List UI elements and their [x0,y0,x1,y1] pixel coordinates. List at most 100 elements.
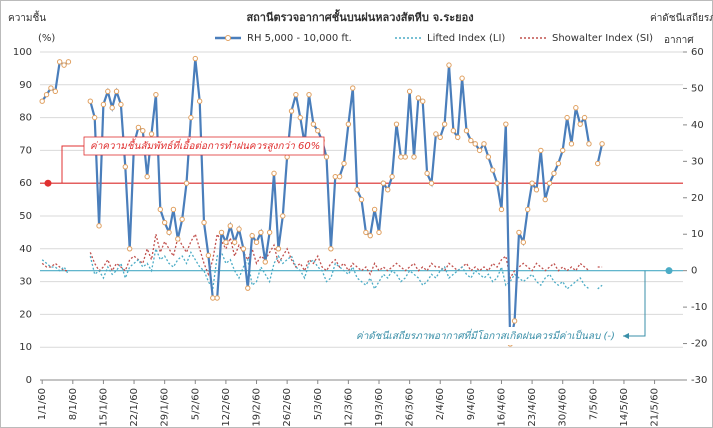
data-point [437,134,443,140]
y-tick-label: 10 [19,342,32,353]
data-point [240,246,247,252]
y2-tick-label: -10 [691,302,707,313]
x-tick-label: 8/1/60 [68,388,79,420]
data-point [175,236,181,242]
data-point [494,180,500,186]
x-tick-label: 1/1/60 [37,388,48,420]
y-tick-label: 40 [19,244,32,255]
y2-tick-label: 10 [691,229,704,240]
y2-tick-label: -30 [691,375,707,386]
data-point [415,95,422,101]
y-tick-label: 0 [26,375,32,386]
data-point [424,170,430,177]
legend-label: RH 5,000 - 10,000 ft. [247,33,352,44]
data-point [43,91,50,98]
data-point [135,124,142,131]
data-point [577,121,583,127]
data-point [455,134,461,140]
data-point [166,229,172,236]
y2-tick-label: -20 [691,339,707,350]
data-point [428,180,435,186]
data-point [538,147,544,154]
legend-marker [225,35,231,41]
data-point [52,88,59,95]
data-point [498,206,505,213]
data-point [533,187,540,193]
data-point [551,170,557,177]
data-point [542,196,548,203]
data-point [555,160,562,167]
data-point [249,232,255,239]
data-point [284,154,290,160]
data-point [205,252,212,259]
data-point [183,180,190,186]
data-point [503,121,509,127]
data-point [354,187,360,193]
data-point [266,229,273,236]
annotation-box [352,327,622,345]
data-point [529,180,535,186]
data-point [271,170,277,177]
data-point [420,98,426,104]
series-line [41,232,603,280]
data-point [157,206,163,213]
y-tick-label: 20 [19,309,32,320]
annotation-arrow [623,333,629,339]
chart-title: สถานีตรวจอากาศชั้นบนฝนหลวงสัตหีบ จ.ระยอง [246,9,473,24]
data-point [214,295,220,301]
y2-tick-label: 0 [691,266,697,277]
axes: 0 10 20 30 40 50 60 70 80 90 100 -30 -20 -10 0 10 20 30 40… [13,33,707,427]
data-point [560,147,566,154]
y2-tick-label: 20 [691,193,704,204]
data-point [568,141,575,147]
data-point [231,239,238,245]
data-point [297,114,303,121]
y-axis-label: (%) [38,33,55,44]
data-point [433,131,439,137]
y-tick-label: 70 [19,145,32,156]
data-point [61,62,67,68]
x-tick-label: 2/4/60 [435,388,446,420]
data-point [161,219,168,226]
legend-label: Lifted Index (LI) [427,33,505,44]
data-point [96,223,102,229]
data-point [236,226,242,232]
x-tick-label: 22/1/60 [129,388,140,427]
data-point [463,128,470,134]
y-tick-label: 30 [19,277,32,288]
data-point [280,213,286,219]
data-point [481,141,487,147]
data-point [100,101,107,108]
y-tick-label: 80 [19,113,32,124]
y2-axis-label: อากาศ [664,35,694,46]
data-point [109,105,115,111]
data-point [118,101,124,108]
data-point [39,98,45,104]
x-tick-label: 12/2/60 [221,388,232,427]
data-point [393,121,400,127]
data-point [546,180,553,186]
data-point [210,295,216,301]
data-point [511,318,518,324]
data-point [56,59,63,65]
data-point [144,173,150,180]
data-point [332,173,338,180]
data-point [315,128,321,134]
data-point [245,285,251,291]
data-point [402,154,408,160]
legend-label: Showalter Index (SI) [552,33,653,44]
data-point [411,154,417,160]
x-tick-label: 15/1/60 [98,388,109,427]
data-point [490,167,496,173]
data-point [472,141,478,147]
data-point [446,62,452,68]
data-point [450,128,457,134]
data-point [441,121,448,127]
data-point [376,229,382,236]
reference-marker [665,267,673,275]
data-point [122,164,128,170]
data-point [140,128,146,134]
data-point [389,173,395,180]
